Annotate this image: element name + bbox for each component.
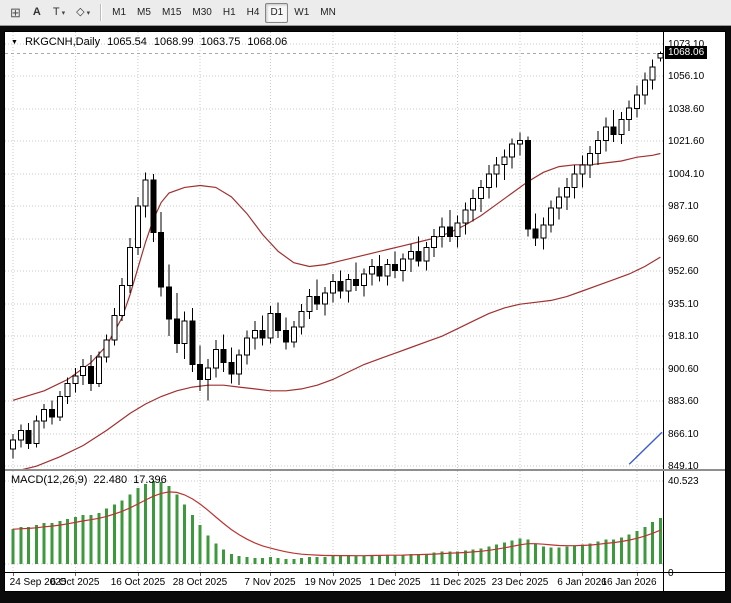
time-axis-label: 23 Dec 2025 (491, 577, 549, 588)
price-tick-label: 1073.10 (668, 39, 705, 50)
time-axis-label: 6 Jan 2026 (557, 577, 607, 588)
time-axis-label: 16 Oct 2025 (110, 577, 166, 588)
letter-t-icon: T (52, 6, 60, 18)
time-axis-label: 19 Nov 2025 (304, 577, 362, 588)
time-axis-label: 28 Oct 2025 (172, 577, 228, 588)
shapes-icon: ◇ (76, 6, 85, 18)
time-axis-label: 7 Nov 2025 (244, 577, 296, 588)
toolbar-separator (100, 4, 103, 21)
time-tick (520, 573, 521, 576)
timeframe-h1-button[interactable]: H1 (218, 3, 241, 23)
macd-pane[interactable]: MACD(12,26,9) 22.480 17.396 (5, 471, 663, 572)
macd-signal-value: 17.396 (133, 474, 167, 486)
time-tick (333, 573, 334, 576)
price-tick-label: 1056.10 (668, 71, 705, 82)
timeframe-mn-button[interactable]: MN (315, 3, 341, 23)
time-axis-label: 6 Oct 2025 (50, 577, 100, 588)
price-axis[interactable]: 1073.10 1056.10 1038.60 1021.60 1004.10 987.1… (664, 32, 725, 472)
timeframe-m5-button[interactable]: M5 (132, 3, 156, 23)
price-pane[interactable]: ▼ RKGCNH,Daily 1065.54 1068.99 1063.75 1… (5, 32, 663, 469)
time-axis-gutter (664, 572, 725, 592)
letter-a-icon: A (32, 6, 41, 18)
candlestick-chart[interactable] (5, 32, 663, 469)
axis-divider-line (663, 32, 664, 591)
price-tick-label: 918.10 (668, 331, 699, 342)
time-tick (200, 573, 201, 576)
time-tick (75, 573, 76, 576)
price-tick-label: 866.10 (668, 429, 699, 440)
macd-name: MACD(12,26,9) (11, 474, 88, 486)
macd-indicator-label: MACD(12,26,9) 22.480 17.396 (11, 474, 167, 486)
text-tool-button[interactable]: T ▾ (48, 3, 70, 23)
price-tick-label: 1038.60 (668, 104, 705, 115)
timeframe-m1-button[interactable]: M1 (107, 3, 131, 23)
time-axis-label: 24 Sep 2025 (9, 577, 67, 588)
time-tick (270, 573, 271, 576)
chevron-down-icon: ▾ (86, 9, 91, 17)
toolbar: ⊞ A T ▾ ◇ ▾ M1 M5 M15 M30 H1 H4 D1 W1 MN (0, 0, 731, 26)
annotation-a-tool-button[interactable]: A (27, 3, 47, 23)
price-tick-label: 952.60 (668, 266, 699, 277)
shapes-tool-button[interactable]: ◇ ▾ (71, 3, 95, 23)
price-tick-label: 987.10 (668, 201, 699, 212)
chevron-down-icon: ▾ (61, 9, 66, 17)
timeframe-m30-button[interactable]: M30 (187, 3, 216, 23)
price-tick-label: 1004.10 (668, 169, 705, 180)
pane-separator[interactable] (5, 469, 725, 471)
timeframe-h4-button[interactable]: H4 (242, 3, 265, 23)
open-value: 1065.54 (107, 36, 147, 48)
macd-max-tick: 40.523 (668, 476, 699, 487)
time-tick (395, 573, 396, 576)
time-axis[interactable]: 24 Sep 2025 6 Oct 2025 16 Oct 2025 28 Oct 2… (5, 572, 663, 592)
price-tick-label: 935.10 (668, 299, 699, 310)
time-axis-label: 1 Dec 2025 (369, 577, 421, 588)
chart-header: ▼ RKGCNH,Daily 1065.54 1068.99 1063.75 1… (11, 36, 287, 48)
time-tick (138, 573, 139, 576)
time-axis-label: 16 Jan 2026 (601, 577, 657, 588)
collapse-arrow-icon[interactable]: ▼ (11, 38, 18, 46)
price-tick-label: 969.60 (668, 234, 699, 245)
current-price-badge: 1068.06 (665, 46, 708, 59)
macd-zero-tick: 0 (668, 568, 674, 579)
time-tick (637, 573, 638, 576)
time-axis-label: 11 Dec 2025 (430, 577, 486, 588)
chart-window: ▼ RKGCNH,Daily 1065.54 1068.99 1063.75 1… (4, 31, 726, 592)
price-tick-label: 1021.60 (668, 136, 705, 147)
macd-axis[interactable]: 40.523 0 (664, 471, 725, 579)
close-value: 1068.06 (247, 36, 288, 48)
chart-grid-tool-button[interactable]: ⊞ (5, 3, 26, 23)
time-tick (13, 573, 14, 576)
price-tick-label: 883.60 (668, 396, 699, 407)
chart-grid-icon: ⊞ (10, 5, 21, 20)
timeframe-m15-button[interactable]: M15 (157, 3, 186, 23)
time-tick (582, 573, 583, 576)
timeframe-w1-button[interactable]: W1 (289, 3, 314, 23)
macd-main-value: 22.480 (93, 474, 128, 486)
symbol-period-label: RKGCNH,Daily (24, 36, 101, 48)
low-value: 1063.75 (200, 36, 241, 48)
macd-chart[interactable] (5, 471, 663, 572)
high-value: 1068.99 (153, 36, 194, 48)
time-tick (458, 573, 459, 576)
timeframe-d1-button[interactable]: D1 (265, 2, 289, 23)
price-tick-label: 900.60 (668, 364, 699, 375)
price-tick-label: 849.10 (668, 461, 699, 472)
